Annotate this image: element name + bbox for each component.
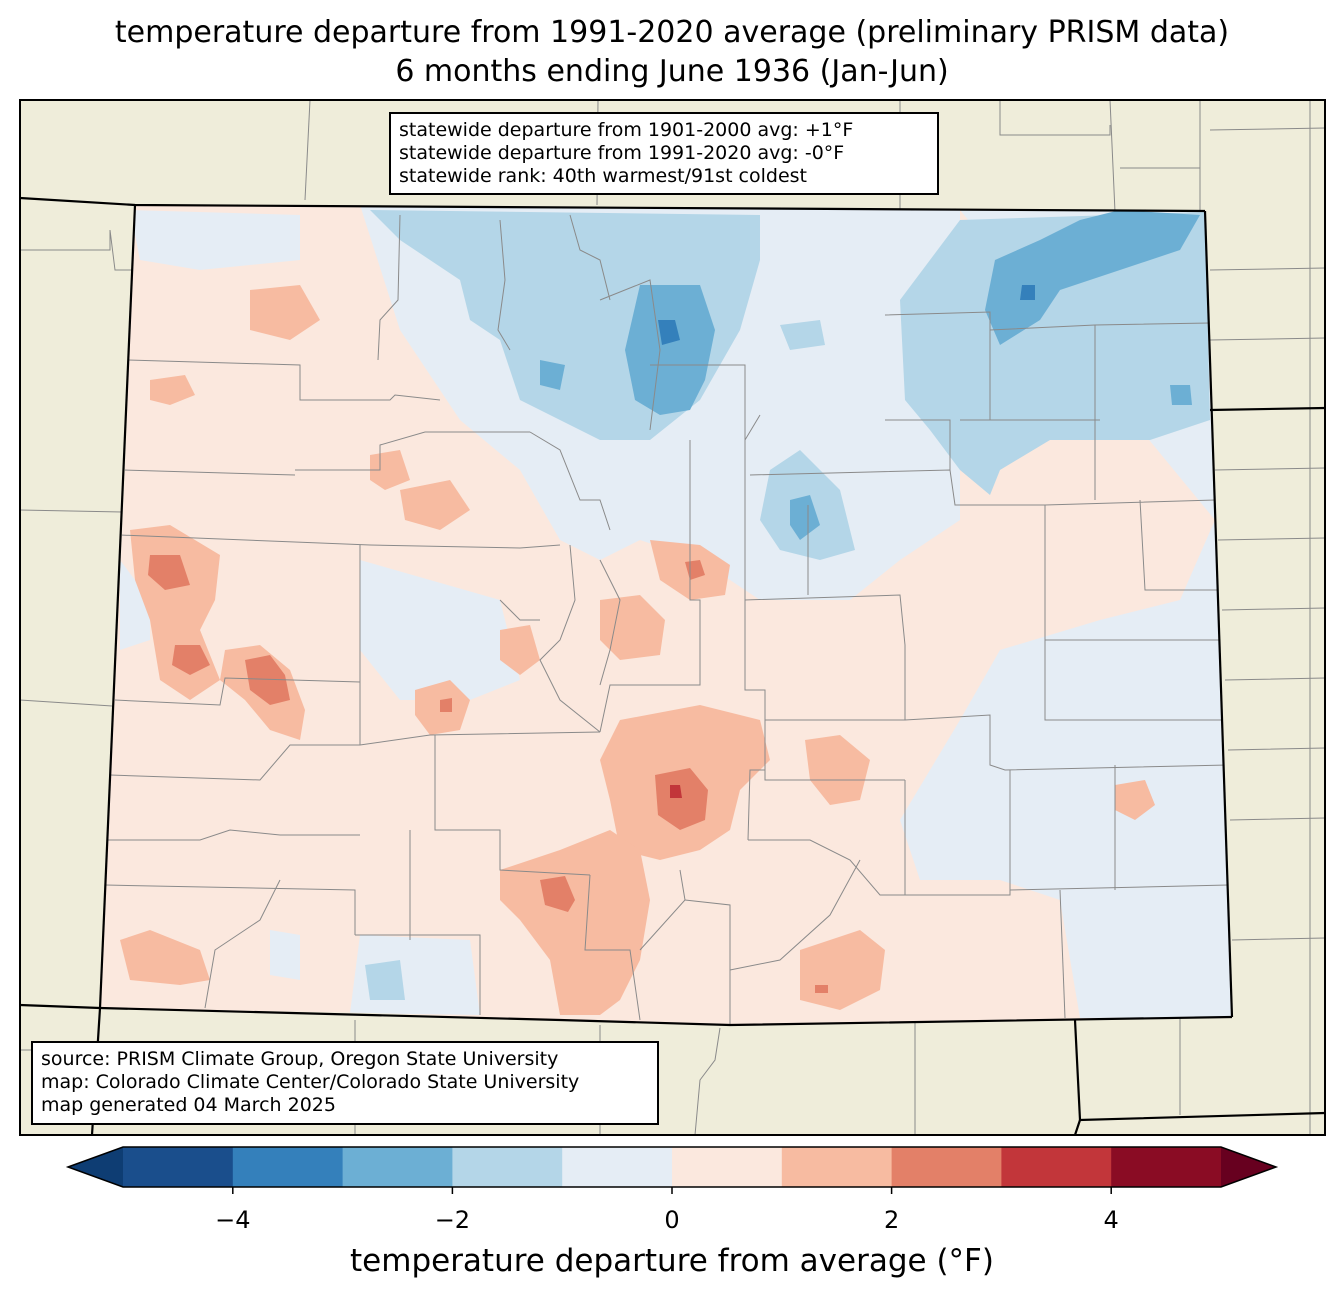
stats-line-1901-2000: statewide departure from 1901-2000 avg: … [399,119,854,141]
colorbar-tick-label: −4 [215,1206,251,1234]
colorado-anomaly-field [100,205,1232,1025]
source-line: source: PRISM Climate Group, Oregon Stat… [41,1048,559,1070]
colorbar-segment [1111,1147,1222,1187]
colorbar-segment [452,1147,563,1187]
colorbar-segment [232,1147,344,1187]
colorbar-tick-label: −2 [434,1206,471,1234]
colorbar-segment [1001,1147,1112,1187]
colorbar-outline [65,1146,1279,1188]
colorbar-tick-label: 0 [664,1206,680,1234]
colorbar-segment [342,1147,453,1187]
map-credit-line: map: Colorado Climate Center/Colorado St… [41,1071,580,1093]
statewide-stats-box: statewide departure from 1901-2000 avg: … [389,112,939,195]
map-frame [19,99,1326,1136]
colorbar-min-extension [68,1147,123,1187]
state-borders [20,196,1325,1135]
colorbar-tick-label: 2 [883,1206,900,1234]
colorbar-segment [562,1147,673,1187]
map-title-line2: 6 months ending June 1936 (Jan-Jun) [395,54,949,89]
colorbar-max-extension [1221,1147,1276,1187]
map-title-line1: temperature departure from 1991-2020 ave… [114,15,1230,50]
colorado-county-lines [104,214,1231,1025]
colorbar [65,1146,1279,1194]
generated-date-line: map generated 04 March 2025 [41,1094,336,1116]
stats-line-1991-2020: statewide departure from 1991-2020 avg: … [399,142,845,164]
colorbar-segment [123,1147,234,1187]
colorbar-segment [781,1147,893,1187]
colorbar-segment [891,1147,1002,1187]
colorbar-label: temperature departure from average (°F) [350,1243,994,1279]
colorbar-segment [672,1147,783,1187]
source-credit-box: source: PRISM Climate Group, Oregon Stat… [31,1041,659,1125]
colorbar-tick-label: 4 [1103,1206,1119,1234]
stats-line-rank: statewide rank: 40th warmest/91st coldes… [399,165,808,187]
